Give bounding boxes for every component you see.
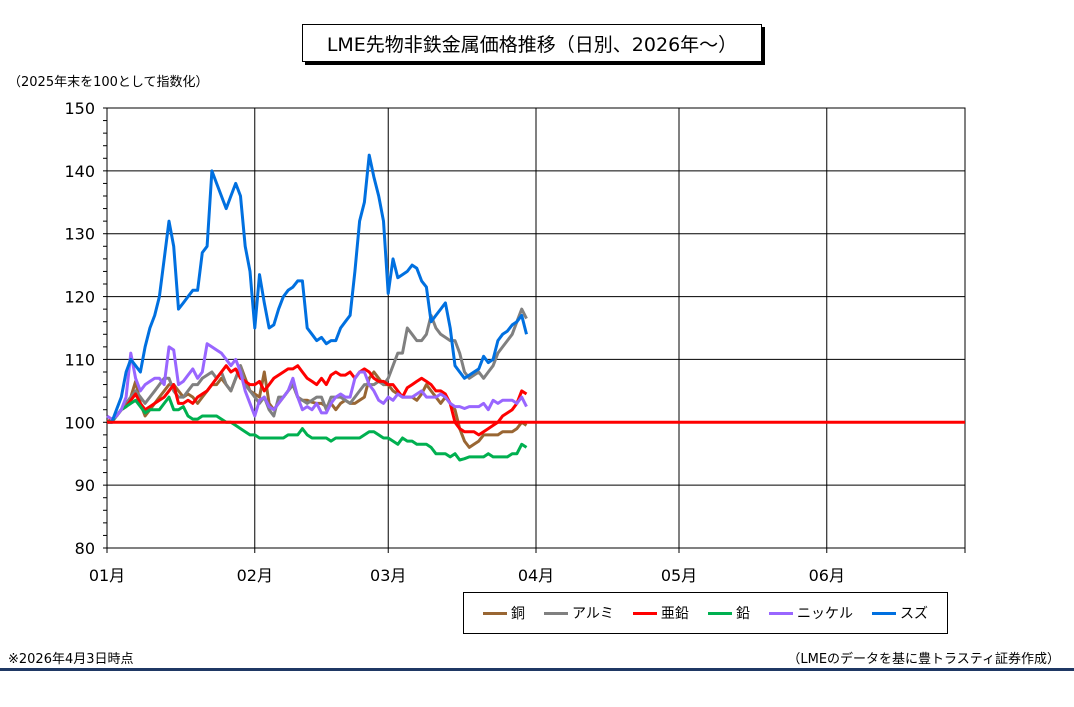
footnote: ※2026年4月3日時点 bbox=[8, 652, 134, 667]
y-tick-label: 90 bbox=[75, 476, 95, 495]
y-tick-label: 130 bbox=[64, 225, 95, 244]
legend-label: 銅 bbox=[511, 606, 526, 622]
legend-label: アルミ bbox=[572, 606, 614, 622]
legend-label: スズ bbox=[899, 606, 928, 622]
legend-item-1: 銅 bbox=[483, 603, 525, 623]
source-note: （LMEのデータを基に豊トラスティ証券作成） bbox=[787, 652, 1060, 667]
x-tick-label: 06月 bbox=[809, 566, 845, 585]
chart-title: LME先物非鉄金属価格推移（日別、2026年～） bbox=[302, 24, 762, 62]
legend-item-3: 亜鉛 bbox=[632, 603, 689, 623]
y-tick-label: 100 bbox=[64, 413, 95, 432]
legend-swatch bbox=[707, 611, 732, 615]
legend-swatch bbox=[483, 611, 508, 615]
y-tick-label: 110 bbox=[64, 350, 95, 369]
series-line-4 bbox=[106, 395, 528, 462]
legend-item-4: 鉛 bbox=[707, 603, 750, 623]
legend-swatch bbox=[544, 611, 569, 615]
x-tick-label: 02月 bbox=[237, 566, 273, 585]
legend-label: 鉛 bbox=[735, 606, 750, 622]
x-tick-label: 05月 bbox=[661, 566, 697, 585]
x-tick-label: 03月 bbox=[370, 566, 406, 585]
legend-item-2: アルミ bbox=[544, 603, 614, 623]
chart-legend: 銅 アルミ 亜鉛 鉛 ニッケル スズ bbox=[463, 592, 948, 634]
series-line-5 bbox=[106, 342, 528, 421]
legend-item-5: ニッケル bbox=[768, 603, 853, 623]
series-line-3 bbox=[106, 364, 528, 437]
y-axis-unit-label: （2025年末を100として指数化） bbox=[8, 75, 209, 90]
legend-swatch bbox=[768, 611, 793, 615]
legend-swatch bbox=[871, 611, 896, 615]
y-tick-label: 140 bbox=[64, 162, 95, 181]
legend-label: 亜鉛 bbox=[660, 606, 689, 622]
legend-label: ニッケル bbox=[796, 606, 853, 622]
y-tick-label: 120 bbox=[64, 288, 95, 307]
legend-item-6: スズ bbox=[871, 603, 928, 623]
y-tick-label: 80 bbox=[75, 539, 95, 558]
x-tick-label: 01月 bbox=[89, 566, 125, 585]
y-tick-label: 150 bbox=[64, 99, 95, 118]
bottom-divider bbox=[0, 668, 1074, 671]
x-tick-label: 04月 bbox=[518, 566, 554, 585]
legend-swatch bbox=[632, 611, 657, 615]
series-line-6 bbox=[107, 153, 528, 424]
